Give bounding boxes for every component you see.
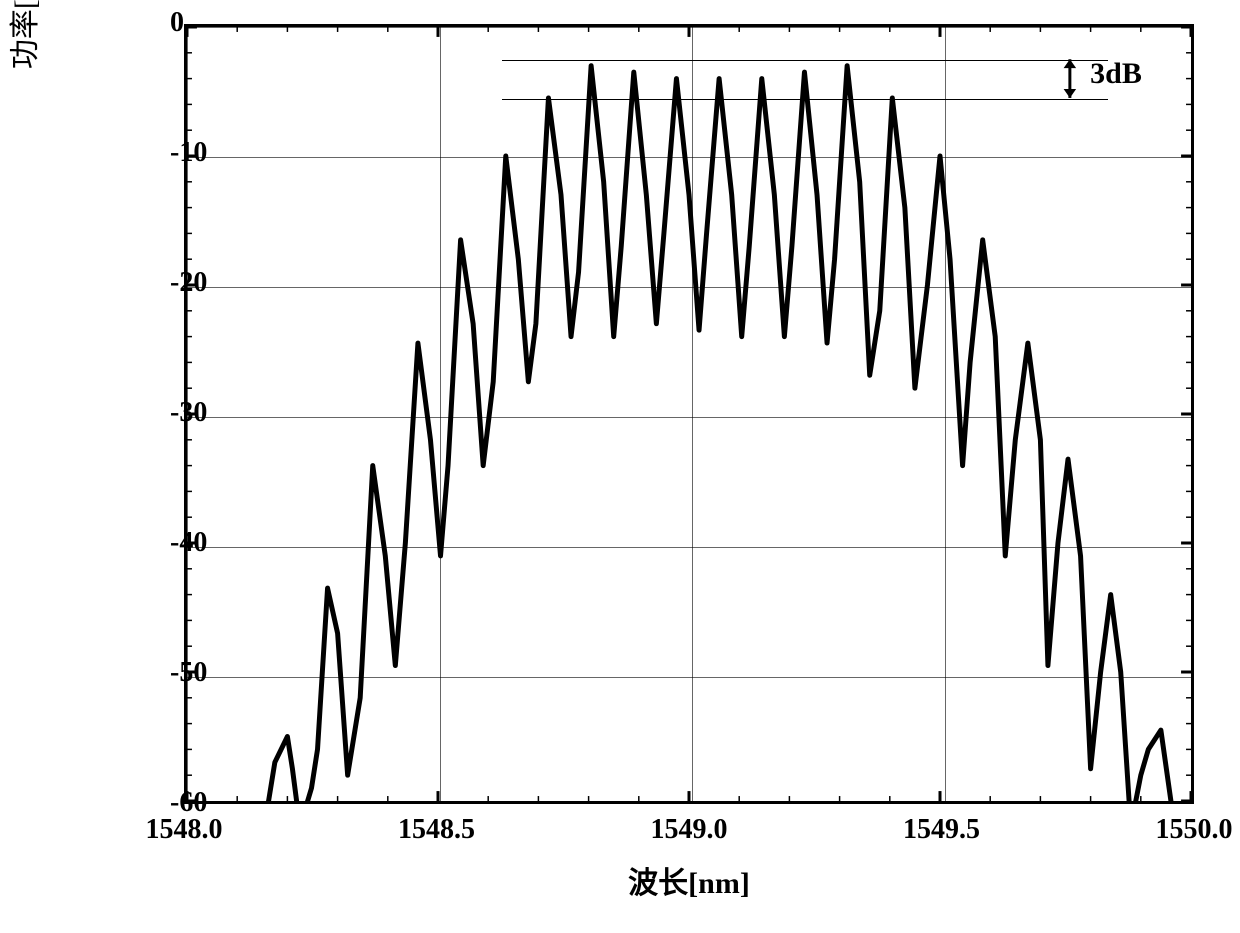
annotation-label: 3dB	[1090, 57, 1142, 91]
plot-area	[184, 24, 1194, 804]
xtick-label: 1550.0	[1156, 814, 1233, 846]
xtick-label: 1548.0	[146, 814, 223, 846]
xtick-label: 1549.0	[651, 814, 728, 846]
xtick-label: 1548.5	[398, 814, 475, 846]
tick-marks	[187, 27, 1191, 801]
x-axis-label: 波长[nm]	[628, 858, 750, 902]
xtick-label: 1549.5	[903, 814, 980, 846]
figure: 功率[dBm] 波长[nm] 0-10-20-30-40-50-601548.0…	[0, 0, 1240, 933]
y-axis-label: 功率[dBm]	[0, 0, 44, 100]
